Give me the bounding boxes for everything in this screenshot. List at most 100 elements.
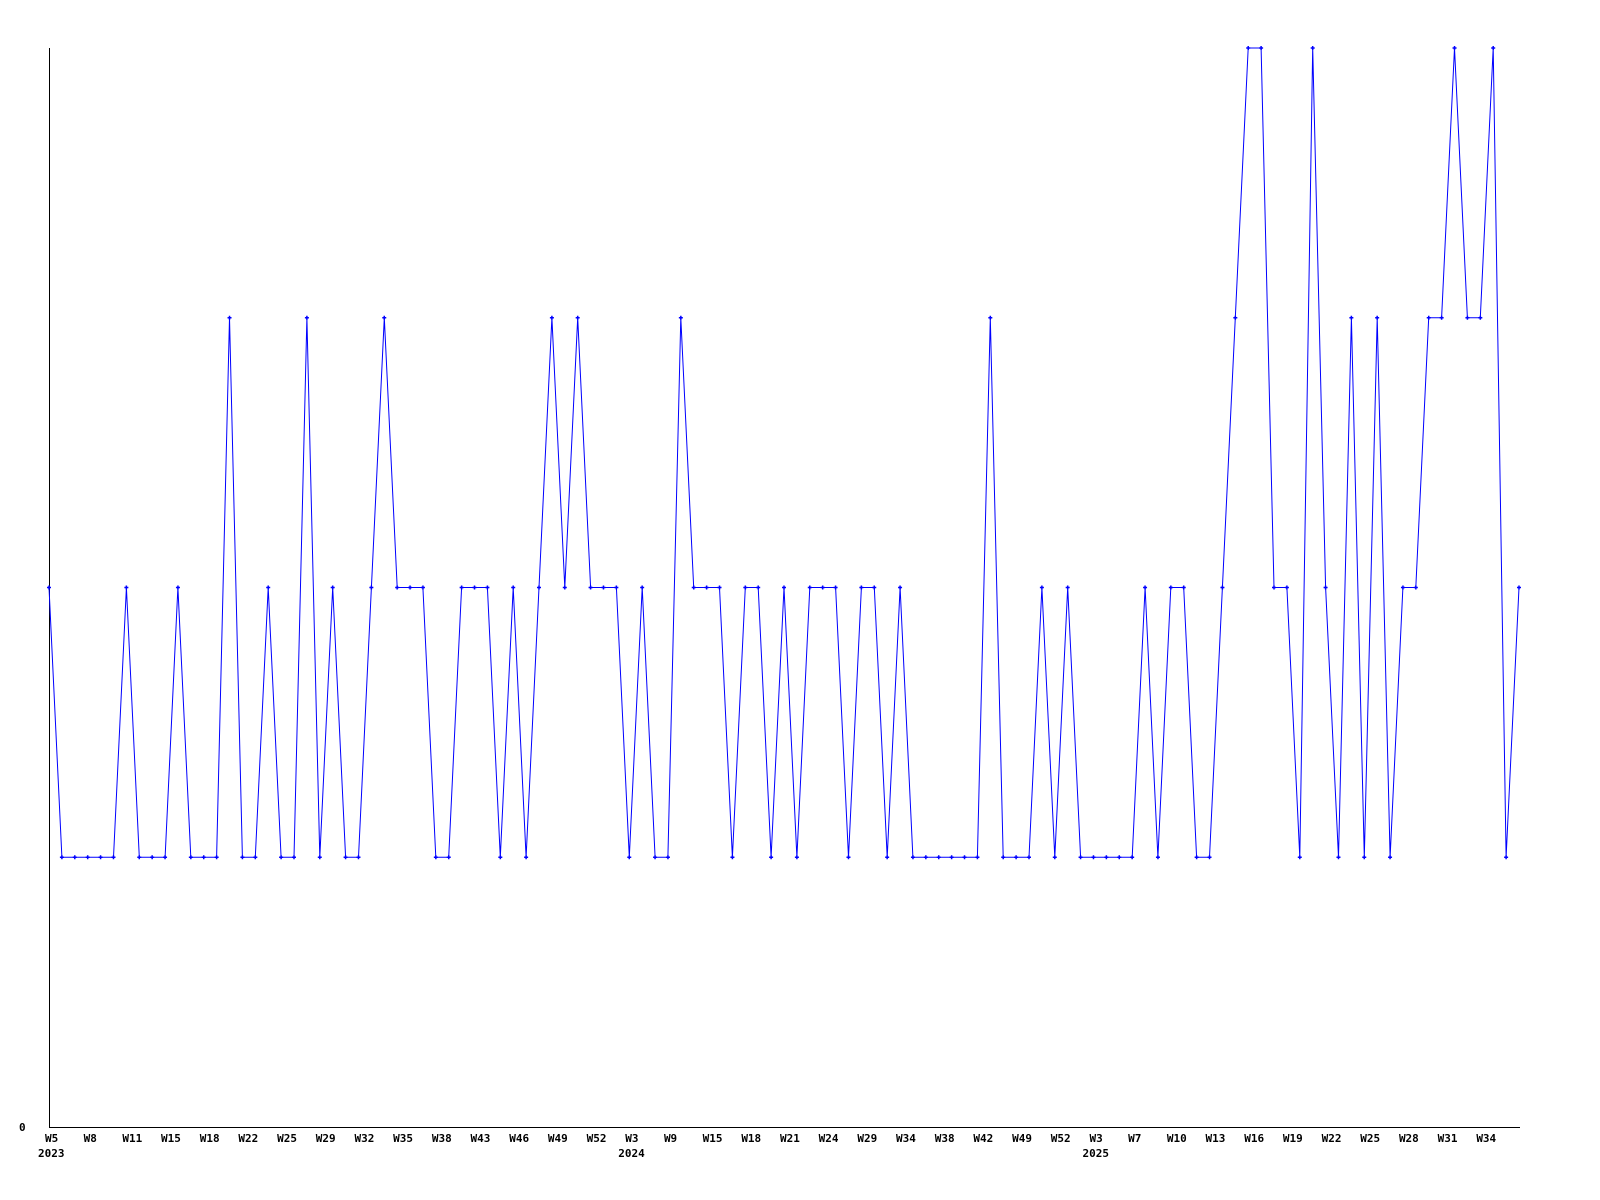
data-point bbox=[640, 585, 645, 590]
data-point bbox=[743, 585, 748, 590]
x-tick-label: W3 bbox=[1089, 1132, 1102, 1145]
data-point bbox=[304, 315, 309, 320]
data-point bbox=[85, 855, 90, 860]
x-tick-label: W19 bbox=[1283, 1132, 1303, 1145]
x-tick-label: W43 bbox=[471, 1132, 491, 1145]
data-point bbox=[1439, 315, 1444, 320]
data-point bbox=[1181, 585, 1186, 590]
data-point bbox=[420, 585, 425, 590]
data-point bbox=[678, 315, 683, 320]
data-point bbox=[1078, 855, 1083, 860]
data-point bbox=[330, 585, 335, 590]
x-tick-label: W3 bbox=[625, 1132, 638, 1145]
year-label: 2023 bbox=[38, 1147, 65, 1160]
data-point bbox=[872, 585, 877, 590]
x-tick-label: W32 bbox=[354, 1132, 374, 1145]
data-point bbox=[1259, 46, 1264, 50]
data-point bbox=[1168, 585, 1173, 590]
data-point bbox=[1413, 585, 1418, 590]
data-point bbox=[756, 585, 761, 590]
year-label: 2024 bbox=[618, 1147, 645, 1160]
x-tick-label: W16 bbox=[1244, 1132, 1264, 1145]
data-point bbox=[898, 585, 903, 590]
x-tick-label: W52 bbox=[587, 1132, 607, 1145]
data-point bbox=[1478, 315, 1483, 320]
data-point bbox=[433, 855, 438, 860]
x-tick-label: W38 bbox=[935, 1132, 955, 1145]
data-point bbox=[1065, 585, 1070, 590]
x-tick-label: W31 bbox=[1438, 1132, 1458, 1145]
x-tick-label: W7 bbox=[1128, 1132, 1141, 1145]
data-point bbox=[1504, 855, 1509, 860]
data-point bbox=[446, 855, 451, 860]
data-point bbox=[1426, 315, 1431, 320]
data-point bbox=[214, 855, 219, 860]
data-point bbox=[1517, 585, 1521, 590]
data-point bbox=[356, 855, 361, 860]
data-point bbox=[47, 585, 51, 590]
data-point bbox=[704, 585, 709, 590]
data-point bbox=[549, 315, 554, 320]
data-point bbox=[459, 585, 464, 590]
data-point bbox=[227, 315, 232, 320]
x-tick-label: W52 bbox=[1051, 1132, 1071, 1145]
data-point bbox=[1207, 855, 1212, 860]
data-point bbox=[524, 855, 529, 860]
x-tick-label: W13 bbox=[1206, 1132, 1226, 1145]
data-point bbox=[511, 585, 516, 590]
data-point bbox=[163, 855, 168, 860]
data-point bbox=[949, 855, 954, 860]
x-tick-label: W15 bbox=[703, 1132, 723, 1145]
data-point bbox=[1155, 855, 1160, 860]
data-point bbox=[1027, 855, 1031, 860]
x-tick-label: W8 bbox=[84, 1132, 97, 1145]
data-point bbox=[833, 585, 838, 590]
data-point bbox=[279, 855, 284, 860]
data-point bbox=[1014, 855, 1019, 860]
data-point bbox=[317, 855, 322, 860]
data-point bbox=[124, 585, 129, 590]
data-point bbox=[962, 855, 967, 860]
data-point bbox=[769, 855, 774, 860]
data-point bbox=[111, 855, 116, 860]
x-tick-label: W18 bbox=[741, 1132, 761, 1145]
data-point bbox=[1272, 585, 1276, 590]
x-tick-label: W46 bbox=[509, 1132, 529, 1145]
data-point bbox=[794, 855, 799, 860]
x-tick-label: W38 bbox=[432, 1132, 452, 1145]
data-point bbox=[807, 585, 812, 590]
x-tick-label: W15 bbox=[161, 1132, 181, 1145]
x-tick-label: W5 bbox=[45, 1132, 58, 1145]
data-point bbox=[923, 855, 928, 860]
x-tick-label: W18 bbox=[200, 1132, 220, 1145]
x-tick-label: W34 bbox=[1476, 1132, 1496, 1145]
data-point bbox=[1039, 585, 1044, 590]
data-point bbox=[1091, 855, 1096, 860]
data-point bbox=[1349, 315, 1354, 320]
data-point bbox=[665, 855, 670, 860]
data-point bbox=[343, 855, 348, 860]
x-tick-label: W25 bbox=[277, 1132, 297, 1145]
y-tick-label: 0 bbox=[19, 1121, 26, 1134]
data-point bbox=[859, 585, 864, 590]
x-tick-label: W28 bbox=[1399, 1132, 1419, 1145]
data-point bbox=[1375, 315, 1380, 320]
data-point bbox=[472, 585, 477, 590]
data-point bbox=[1143, 585, 1148, 590]
data-point bbox=[691, 585, 696, 590]
data-point bbox=[653, 855, 658, 860]
data-point bbox=[1452, 46, 1457, 50]
data-point bbox=[717, 585, 722, 590]
x-tick-label: W29 bbox=[316, 1132, 336, 1145]
x-tick-label: W22 bbox=[238, 1132, 258, 1145]
x-tick-label: W11 bbox=[122, 1132, 142, 1145]
data-point bbox=[537, 585, 541, 590]
data-point bbox=[730, 855, 735, 860]
data-point bbox=[1400, 585, 1405, 590]
x-tick-label: W22 bbox=[1322, 1132, 1342, 1145]
data-point bbox=[72, 855, 77, 860]
data-point bbox=[1388, 855, 1393, 860]
x-tick-label: W42 bbox=[973, 1132, 993, 1145]
x-tick-label: W49 bbox=[548, 1132, 568, 1145]
data-point bbox=[98, 855, 103, 860]
